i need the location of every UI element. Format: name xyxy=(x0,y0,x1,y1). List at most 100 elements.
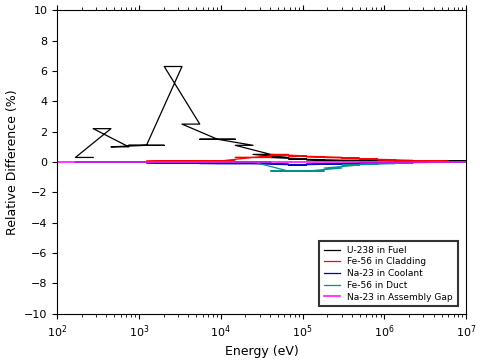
U-238 in Fuel xyxy=(90,126,96,131)
U-238 in Fuel xyxy=(304,158,309,162)
Na-23 in Coolant xyxy=(321,162,327,166)
Fe-56 in Duct xyxy=(410,161,416,165)
U-238 in Fuel xyxy=(197,122,202,126)
Na-23 in Coolant xyxy=(197,161,202,166)
U-238 in Fuel xyxy=(214,137,220,142)
Na-23 in Coolant xyxy=(108,160,114,164)
Fe-56 in Duct xyxy=(321,166,327,170)
U-238 in Fuel xyxy=(428,159,434,163)
Fe-56 in Duct xyxy=(108,160,114,164)
Line: Fe-56 in Duct: Fe-56 in Duct xyxy=(75,162,482,171)
Fe-56 in Duct xyxy=(90,160,96,164)
U-238 in Fuel xyxy=(410,159,416,163)
U-238 in Fuel xyxy=(144,143,149,147)
Fe-56 in Cladding xyxy=(126,160,132,164)
Y-axis label: Relative Difference (%): Relative Difference (%) xyxy=(6,89,18,235)
Fe-56 in Cladding xyxy=(250,155,256,160)
U-238 in Fuel xyxy=(250,152,256,157)
Fe-56 in Duct xyxy=(161,160,167,164)
Fe-56 in Duct xyxy=(197,160,202,164)
Fe-56 in Cladding xyxy=(108,160,114,164)
Fe-56 in Duct xyxy=(232,160,238,164)
Fe-56 in Duct xyxy=(392,161,398,166)
U-238 in Fuel xyxy=(72,155,78,160)
Fe-56 in Duct xyxy=(463,160,469,164)
Fe-56 in Duct xyxy=(339,166,345,170)
Na-23 in Coolant xyxy=(144,161,149,165)
U-238 in Fuel xyxy=(268,152,274,157)
Fe-56 in Cladding xyxy=(339,155,345,160)
Na-23 in Coolant xyxy=(286,162,292,166)
U-238 in Fuel xyxy=(321,158,327,162)
Fe-56 in Duct xyxy=(144,160,149,164)
Na-23 in Coolant xyxy=(214,161,220,166)
U-238 in Fuel xyxy=(90,155,96,160)
Fe-56 in Cladding xyxy=(339,156,345,161)
Fe-56 in Duct xyxy=(428,160,434,165)
U-238 in Fuel xyxy=(445,159,451,163)
Fe-56 in Duct xyxy=(214,160,220,164)
Fe-56 in Duct xyxy=(392,161,398,165)
Na-23 in Coolant xyxy=(428,160,434,165)
Line: Fe-56 in Cladding: Fe-56 in Cladding xyxy=(75,154,482,162)
U-238 in Fuel xyxy=(179,64,185,69)
U-238 in Fuel xyxy=(339,158,345,163)
Fe-56 in Cladding xyxy=(250,155,256,160)
Fe-56 in Duct xyxy=(445,160,451,164)
Fe-56 in Duct xyxy=(445,160,451,165)
Fe-56 in Cladding xyxy=(268,152,274,157)
U-238 in Fuel xyxy=(179,122,185,126)
Fe-56 in Cladding xyxy=(268,155,274,160)
Na-23 in Coolant xyxy=(463,160,469,164)
Fe-56 in Cladding xyxy=(392,158,398,163)
U-238 in Fuel xyxy=(375,158,380,163)
Fe-56 in Cladding xyxy=(286,152,292,157)
Na-23 in Coolant xyxy=(232,161,238,166)
Na-23 in Coolant xyxy=(179,161,185,165)
Fe-56 in Cladding xyxy=(428,159,434,163)
Fe-56 in Duct xyxy=(179,160,185,164)
Fe-56 in Cladding xyxy=(90,160,96,164)
Na-23 in Coolant xyxy=(161,161,167,165)
Fe-56 in Cladding xyxy=(304,154,309,158)
U-238 in Fuel xyxy=(357,158,362,163)
U-238 in Fuel xyxy=(357,158,362,163)
Na-23 in Coolant xyxy=(339,161,345,166)
Na-23 in Coolant xyxy=(90,160,96,164)
Fe-56 in Duct xyxy=(214,160,220,164)
Fe-56 in Cladding xyxy=(179,159,185,163)
Fe-56 in Duct xyxy=(304,169,309,173)
Na-23 in Coolant xyxy=(72,160,78,164)
Fe-56 in Duct xyxy=(144,160,149,164)
Fe-56 in Duct xyxy=(286,169,292,173)
Line: Na-23 in Coolant: Na-23 in Coolant xyxy=(75,162,482,165)
Fe-56 in Duct xyxy=(197,160,202,164)
Na-23 in Coolant xyxy=(463,160,469,164)
U-238 in Fuel xyxy=(463,159,469,163)
Na-23 in Coolant xyxy=(144,160,149,164)
U-238 in Fuel xyxy=(463,159,469,163)
Na-23 in Coolant xyxy=(250,161,256,166)
Fe-56 in Duct xyxy=(321,169,327,173)
Na-23 in Coolant xyxy=(410,160,416,165)
Fe-56 in Duct xyxy=(126,160,132,164)
Na-23 in Coolant xyxy=(428,160,434,164)
Na-23 in Coolant xyxy=(375,161,380,165)
Fe-56 in Cladding xyxy=(144,160,149,164)
Fe-56 in Cladding xyxy=(197,159,202,163)
Fe-56 in Duct xyxy=(357,162,362,166)
U-238 in Fuel xyxy=(126,145,132,149)
Fe-56 in Cladding xyxy=(214,159,220,163)
Fe-56 in Cladding xyxy=(108,160,114,164)
Na-23 in Coolant xyxy=(268,162,274,166)
Na-23 in Coolant xyxy=(179,161,185,165)
U-238 in Fuel xyxy=(144,143,149,147)
Fe-56 in Cladding xyxy=(161,159,167,163)
Fe-56 in Cladding xyxy=(357,156,362,161)
U-238 in Fuel xyxy=(268,155,274,160)
U-238 in Fuel xyxy=(286,157,292,161)
Na-23 in Coolant xyxy=(304,163,309,167)
Legend: U-238 in Fuel, Fe-56 in Cladding, Na-23 in Coolant, Fe-56 in Duct, Na-23 in Asse: U-238 in Fuel, Fe-56 in Cladding, Na-23 … xyxy=(320,241,457,306)
Na-23 in Coolant xyxy=(445,160,451,164)
Fe-56 in Duct xyxy=(375,161,380,166)
